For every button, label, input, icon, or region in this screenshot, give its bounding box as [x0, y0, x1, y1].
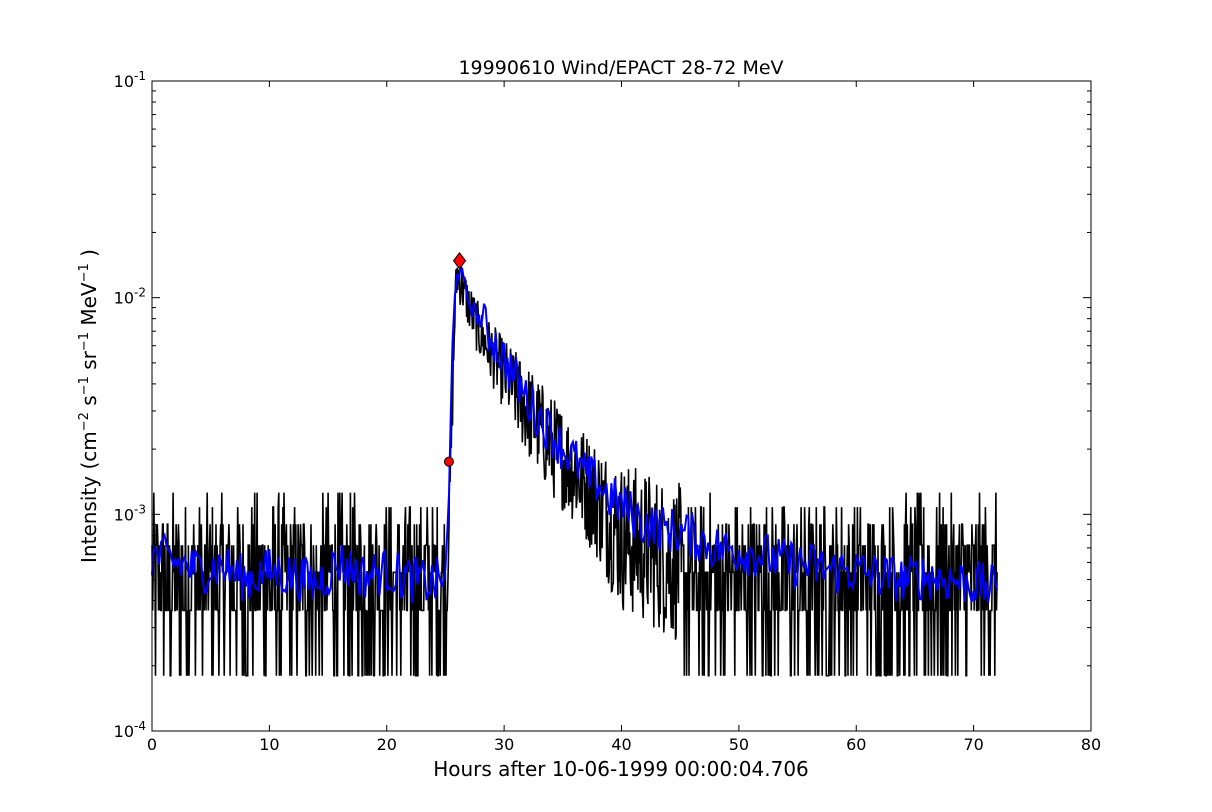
onset-marker-point	[443, 456, 454, 467]
x-tick-label: 0	[147, 735, 157, 754]
x-tick-label: 30	[494, 735, 514, 754]
chart-title: 19990610 Wind/EPACT 28-72 MeV	[458, 57, 783, 79]
y-tick-label: 10-3	[114, 502, 146, 524]
x-axis-label: Hours after 10-06-1999 00:00:04.706	[433, 757, 809, 781]
y-tick-label: 10-4	[114, 719, 146, 741]
x-tick-label: 80	[1081, 735, 1101, 754]
x-tick-label: 50	[729, 735, 749, 754]
x-tick-label: 60	[846, 735, 866, 754]
peak-marker-point	[452, 251, 467, 270]
plot-frame	[151, 80, 1092, 732]
y-tick-label: 10-2	[114, 286, 146, 308]
y-axis-label: Intensity (cm−2 s−1 sr−1 MeV−1 )	[77, 249, 101, 563]
x-tick-label: 10	[259, 735, 279, 754]
smoothed-intensity-series	[151, 263, 999, 604]
x-tick-label: 70	[963, 735, 983, 754]
plot-area: 0 10 20 30 40 50 60 70 80 10-4 10-3 10-2 10-1	[114, 69, 1102, 754]
x-tick-label: 20	[377, 735, 397, 754]
y-tick-label: 10-1	[114, 69, 146, 91]
raw-intensity-series	[151, 267, 998, 677]
x-tick-label: 40	[611, 735, 631, 754]
